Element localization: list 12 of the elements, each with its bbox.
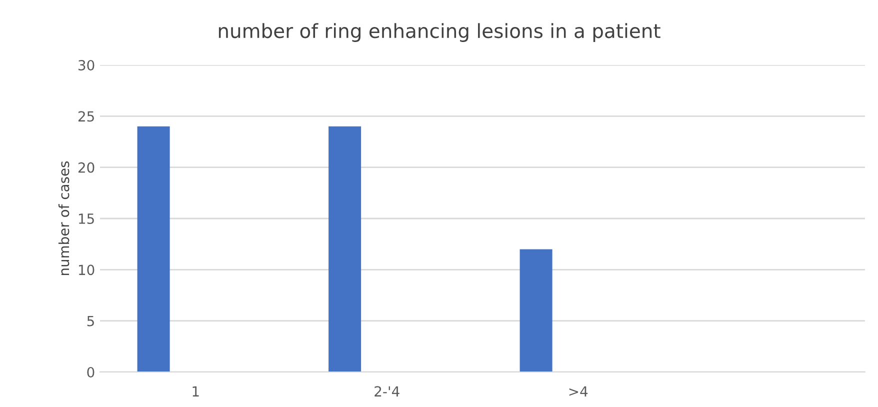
x-tick-label: 1 <box>192 386 199 396</box>
y-tick-label: 15 <box>78 214 94 224</box>
x-tick-label: >4 <box>569 386 588 396</box>
y-tick-label: 25 <box>78 111 94 122</box>
y-tick-label: 30 <box>78 60 94 70</box>
chart-title: number of ring enhancing lesions in a patient <box>218 23 660 42</box>
y-axis-title: number of cases <box>58 161 70 276</box>
y-tick-label: 5 <box>87 316 94 326</box>
y-tick-label: 10 <box>78 264 94 276</box>
x-tick-label: 2-'4 <box>374 386 400 396</box>
y-tick-label: 20 <box>78 162 94 173</box>
y-tick-label: 0 <box>87 366 94 378</box>
